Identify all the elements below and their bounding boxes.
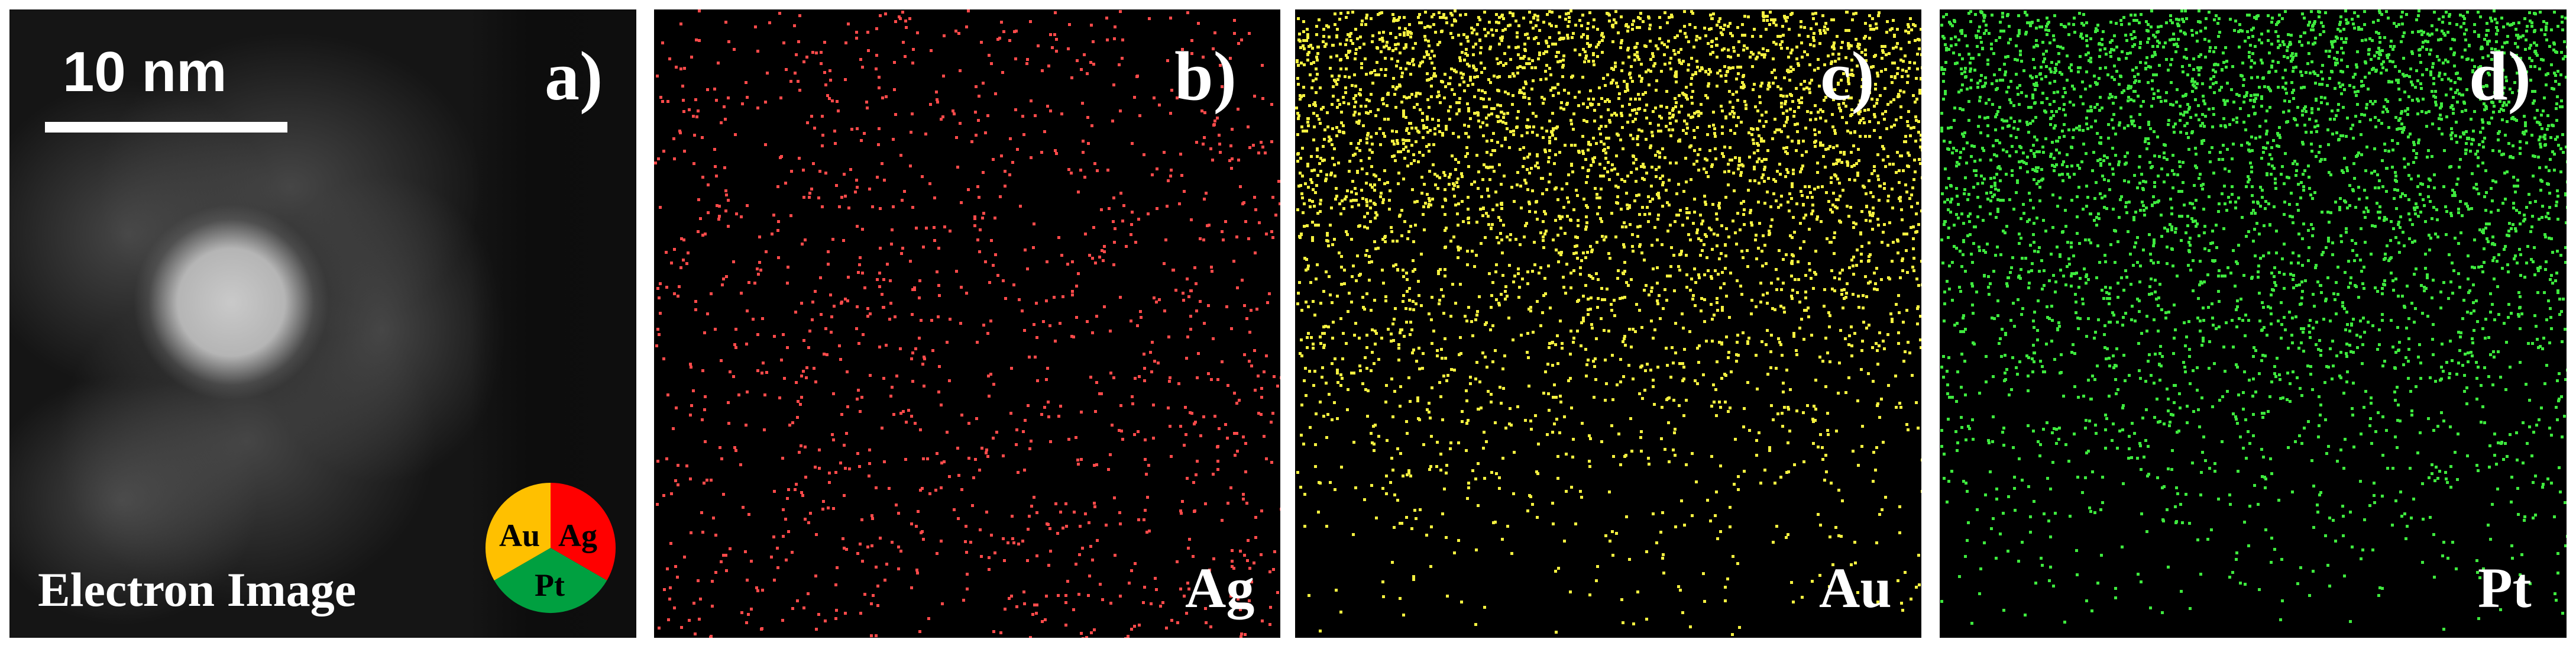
panel-d-tag: d) <box>2469 37 2531 115</box>
panel-c-tag: c) <box>1820 37 1875 115</box>
au-map-panel: c) Au <box>1295 9 1921 638</box>
element-legend-pie: Au Ag Pt <box>485 483 616 614</box>
ag-map-panel: b) Ag <box>654 9 1280 638</box>
au-signal-dots <box>1295 9 1921 636</box>
electron-image-panel: 10 nm a) Electron Image Au Ag Pt <box>9 9 636 638</box>
pt-map-panel: d) Pt <box>1940 9 2567 638</box>
nanoparticle <box>134 205 329 400</box>
scale-bar-label: 10 nm <box>63 40 227 104</box>
legend-label-pt: Pt <box>535 567 565 603</box>
legend-label-au: Au <box>499 518 540 553</box>
ag-signal-dots <box>654 9 1280 638</box>
pt-map-label: Pt <box>2478 556 2532 619</box>
legend-slice-ag <box>551 483 616 580</box>
panel-b-tag: b) <box>1174 37 1237 115</box>
electron-image-label: Electron Image <box>38 563 357 617</box>
legend-label-ag: Ag <box>558 518 597 553</box>
panel-a-tag: a) <box>545 37 603 115</box>
scale-bar <box>45 122 287 133</box>
pt-signal-dots <box>1940 9 2567 631</box>
legend-slice-au <box>485 483 551 580</box>
au-map-label: Au <box>1819 556 1892 619</box>
ag-map-label: Ag <box>1185 556 1255 619</box>
legend-slice-pt <box>494 548 607 614</box>
